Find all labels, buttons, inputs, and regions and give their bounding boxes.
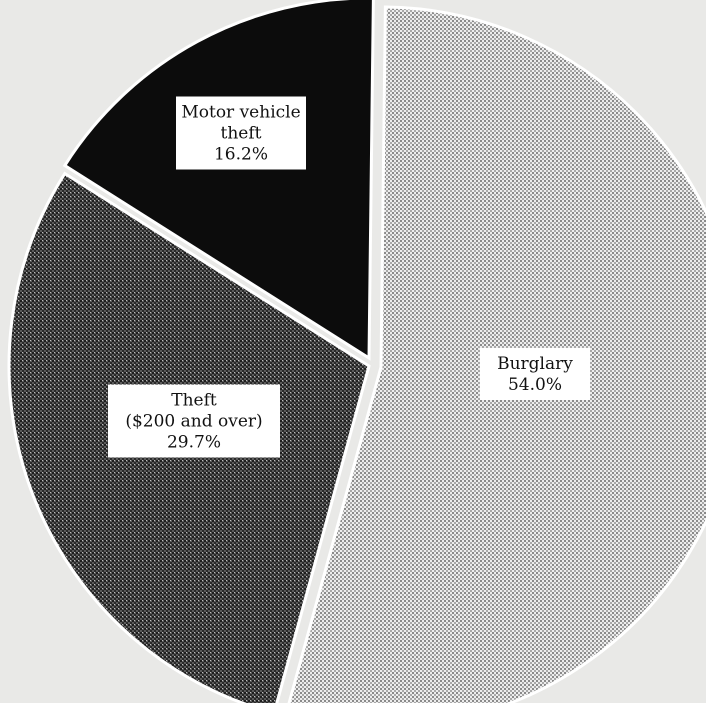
slice-percent: 16.2%: [214, 145, 268, 165]
pie-slice-motor-vehicle: [62, 0, 375, 361]
slice-label-group: Theft($200 and over)29.7%: [108, 384, 280, 458]
slice-label-text: Burglary: [497, 354, 573, 374]
slice-label-text: Motor vehicle: [181, 103, 300, 123]
slice-label-text: theft: [221, 124, 262, 144]
slice-label-box: [176, 96, 306, 170]
slice-percent: 54.0%: [508, 375, 562, 395]
slice-label-text: ($200 and over): [125, 412, 262, 432]
slice-label-box: [480, 348, 590, 400]
slice-label-text: Theft: [171, 391, 217, 411]
slice-percent: 29.7%: [167, 433, 221, 453]
slice-label-box: [108, 384, 280, 458]
